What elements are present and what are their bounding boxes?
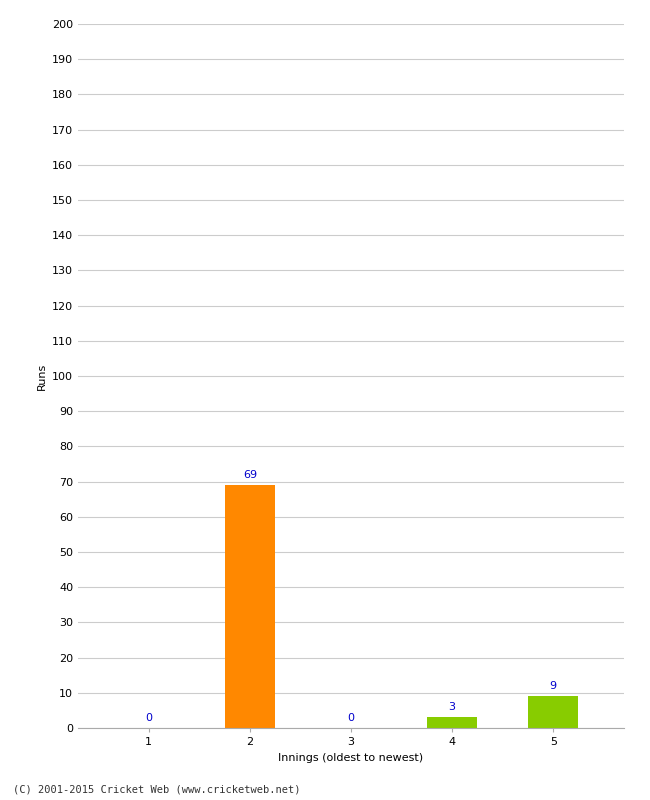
Text: 0: 0 [348, 713, 354, 722]
Bar [225, 485, 275, 728]
Text: 3: 3 [448, 702, 456, 712]
Bar [528, 696, 578, 728]
Text: 0: 0 [146, 713, 152, 722]
Bar [427, 718, 477, 728]
Text: 69: 69 [243, 470, 257, 480]
Text: (C) 2001-2015 Cricket Web (www.cricketweb.net): (C) 2001-2015 Cricket Web (www.cricketwe… [13, 784, 300, 794]
Y-axis label: Runs: Runs [36, 362, 46, 390]
Text: 9: 9 [550, 681, 557, 691]
X-axis label: Innings (oldest to newest): Innings (oldest to newest) [278, 753, 424, 762]
